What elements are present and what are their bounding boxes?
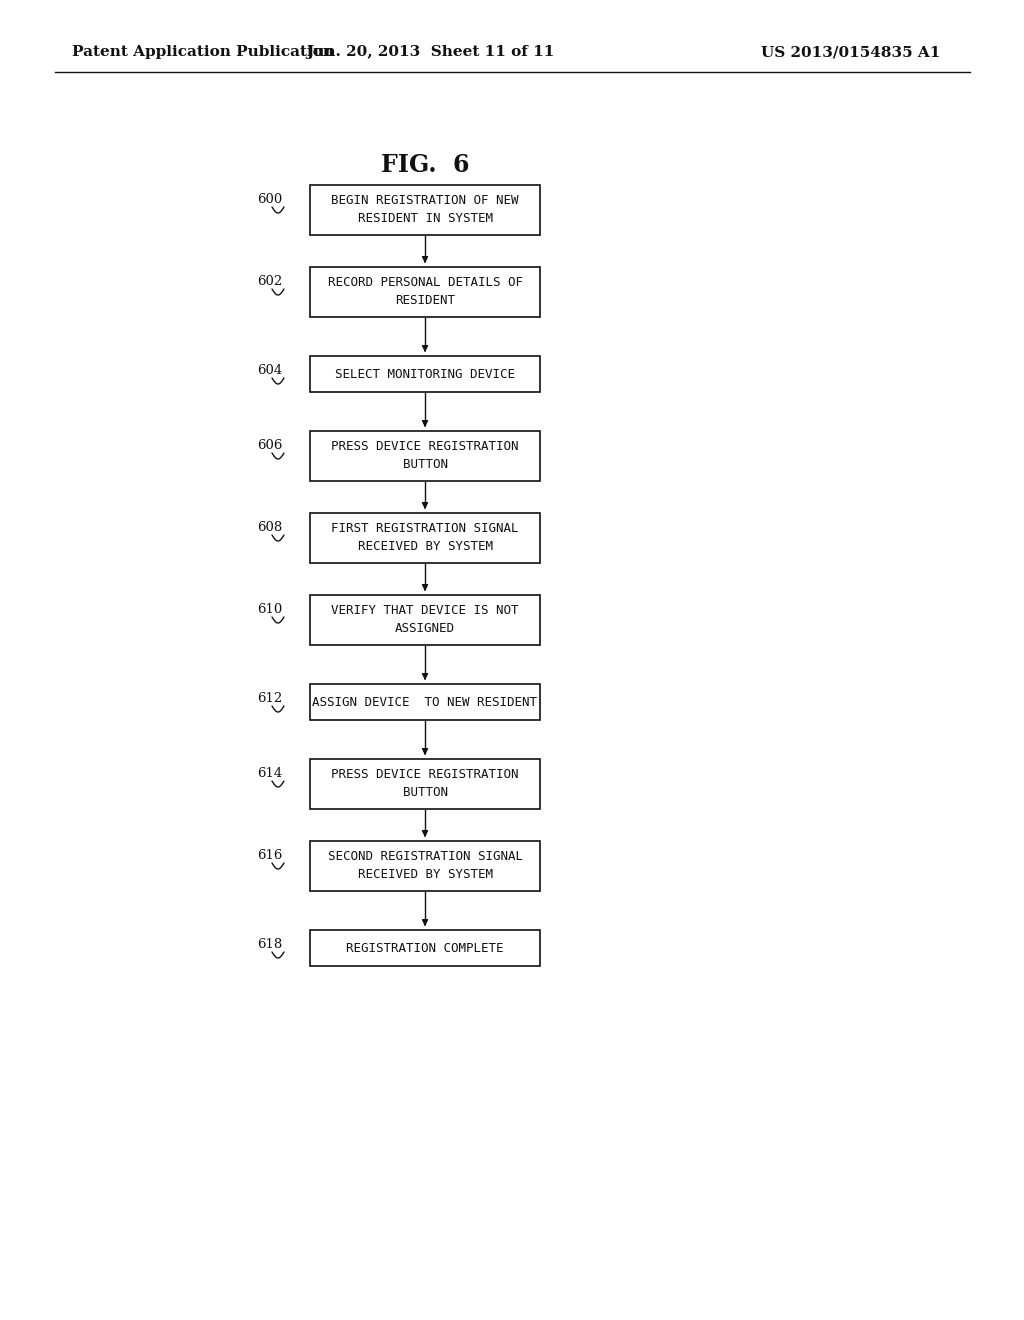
Text: ASSIGN DEVICE  TO NEW RESIDENT: ASSIGN DEVICE TO NEW RESIDENT — [312, 696, 538, 709]
Bar — [310, 595, 540, 645]
Bar — [310, 185, 540, 235]
Text: RECORD PERSONAL DETAILS OF
RESIDENT: RECORD PERSONAL DETAILS OF RESIDENT — [328, 276, 522, 308]
Text: FIG.  6: FIG. 6 — [381, 153, 469, 177]
Bar — [310, 841, 540, 891]
Bar — [310, 513, 540, 564]
Bar — [310, 931, 540, 966]
Text: PRESS DEVICE REGISTRATION
BUTTON: PRESS DEVICE REGISTRATION BUTTON — [331, 441, 519, 471]
Text: 614: 614 — [257, 767, 282, 780]
Text: SECOND REGISTRATION SIGNAL
RECEIVED BY SYSTEM: SECOND REGISTRATION SIGNAL RECEIVED BY S… — [328, 850, 522, 882]
Bar — [310, 432, 540, 480]
Text: 618: 618 — [257, 939, 282, 950]
Text: SELECT MONITORING DEVICE: SELECT MONITORING DEVICE — [335, 367, 515, 380]
Text: Patent Application Publication: Patent Application Publication — [72, 45, 334, 59]
Text: 610: 610 — [257, 603, 282, 616]
Text: Jun. 20, 2013  Sheet 11 of 11: Jun. 20, 2013 Sheet 11 of 11 — [306, 45, 554, 59]
Bar — [310, 356, 540, 392]
Bar — [310, 684, 540, 719]
Text: 616: 616 — [257, 849, 282, 862]
Text: 602: 602 — [257, 275, 282, 288]
Text: BEGIN REGISTRATION OF NEW
RESIDENT IN SYSTEM: BEGIN REGISTRATION OF NEW RESIDENT IN SY… — [331, 194, 519, 226]
Text: REGISTRATION COMPLETE: REGISTRATION COMPLETE — [346, 941, 504, 954]
Text: 606: 606 — [257, 440, 282, 451]
Bar — [310, 759, 540, 809]
Text: US 2013/0154835 A1: US 2013/0154835 A1 — [761, 45, 940, 59]
Text: 604: 604 — [257, 364, 282, 378]
Text: FIRST REGISTRATION SIGNAL
RECEIVED BY SYSTEM: FIRST REGISTRATION SIGNAL RECEIVED BY SY… — [331, 523, 519, 553]
Bar — [310, 267, 540, 317]
Text: 612: 612 — [257, 692, 282, 705]
Text: VERIFY THAT DEVICE IS NOT
ASSIGNED: VERIFY THAT DEVICE IS NOT ASSIGNED — [331, 605, 519, 635]
Text: PRESS DEVICE REGISTRATION
BUTTON: PRESS DEVICE REGISTRATION BUTTON — [331, 768, 519, 800]
Text: 600: 600 — [257, 193, 282, 206]
Text: 608: 608 — [257, 521, 282, 535]
